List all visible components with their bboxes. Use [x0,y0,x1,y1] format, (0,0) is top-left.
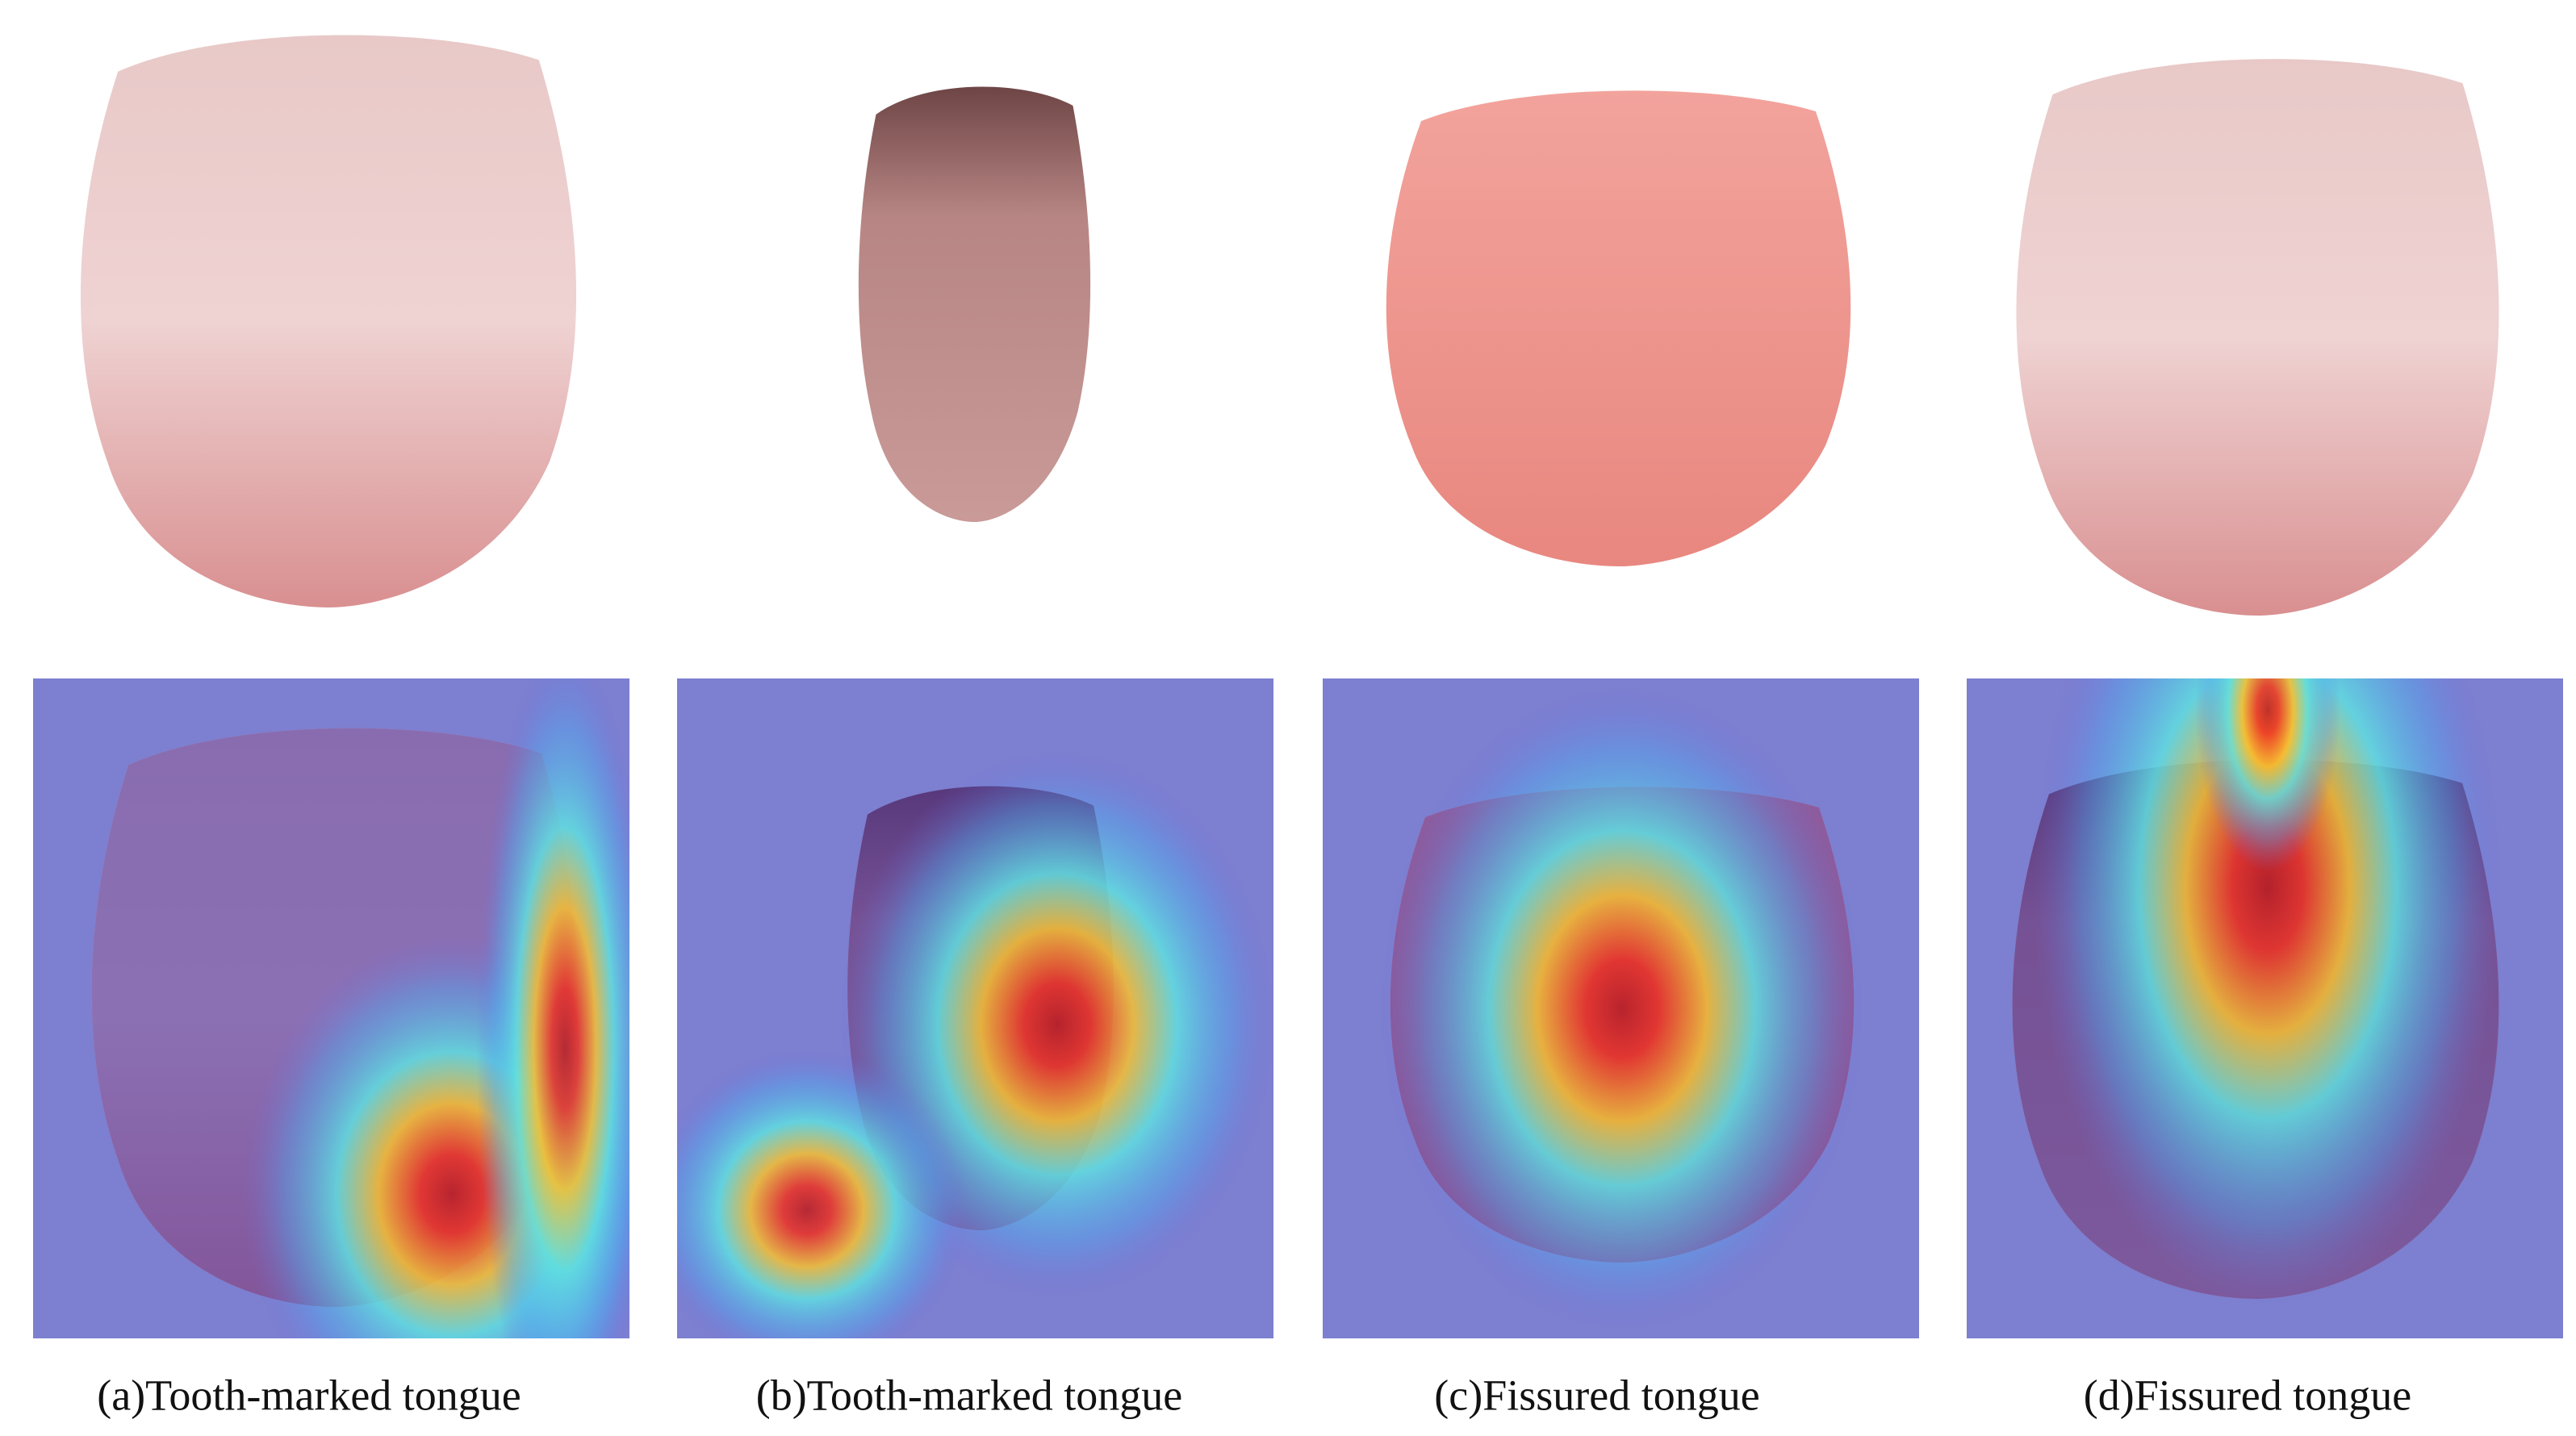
panel: (a)Tooth-marked tongue [33,35,629,1419]
caption: (d)Fissured tongue [2084,1371,2411,1419]
tongue-photo [1386,90,1851,566]
heatmap-panel [1967,678,2563,1338]
tongue-photo [858,86,1091,522]
panel: (d)Fissured tongue [1967,59,2563,1419]
heat-spot [1380,686,1864,1331]
heat-spot [677,1049,968,1338]
panel: (c)Fissured tongue [1323,90,1919,1419]
caption: (b)Tooth-marked tongue [756,1371,1183,1419]
tongue-photo [2016,59,2499,616]
heat-spot [2195,678,2340,871]
heatmap-panel [1323,678,1919,1338]
panel: (b)Tooth-marked tongue [677,86,1273,1419]
caption: (a)Tooth-marked tongue [97,1371,521,1419]
heatmap-panel [33,678,629,1338]
heat-spot [2034,678,2502,1307]
heatmap-panel [677,678,1273,1338]
heat-spot [476,678,629,1338]
tongue-photo [80,35,577,608]
caption: (c)Fissured tongue [1434,1371,1759,1419]
